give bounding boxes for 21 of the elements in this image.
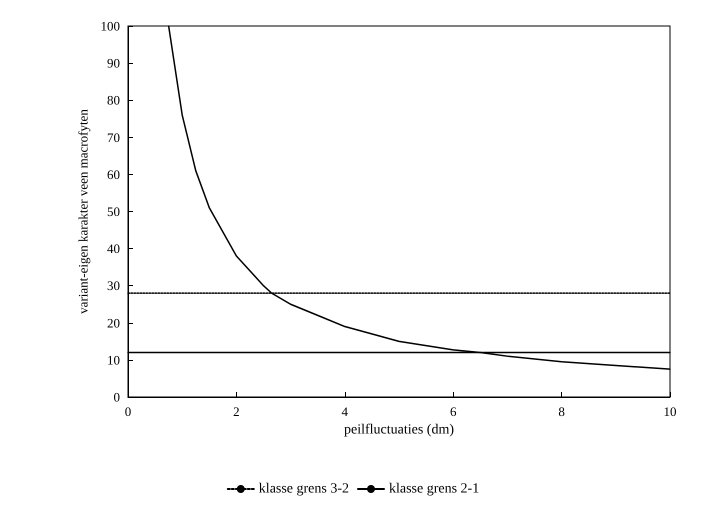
- y-tick-label: 90: [107, 56, 120, 71]
- y-tick-label: 0: [114, 390, 120, 404]
- y-tick-label: 60: [107, 166, 120, 182]
- y-tick-label: 100: [100, 18, 120, 34]
- x-tick-label: 10: [664, 404, 676, 419]
- y-tick-label: 20: [107, 315, 120, 330]
- y-tick-label: 70: [107, 130, 120, 145]
- legend-label: klasse grens 2-1: [389, 482, 480, 496]
- x-tick-label: 4: [342, 404, 349, 419]
- y-axis-title: variant-eigen karakter veen macrofyten: [76, 108, 91, 314]
- x-tick-label: 6: [450, 404, 457, 419]
- y-tick-label: 80: [107, 92, 120, 108]
- y-tick-label: 30: [107, 278, 120, 294]
- x-axis-title: peilfluctuaties (dm): [344, 422, 454, 438]
- y-tick-label: 50: [107, 204, 120, 219]
- legend-label: klasse grens 3-2: [258, 482, 350, 496]
- y-tick-label: 40: [107, 241, 120, 256]
- x-tick-label: 2: [233, 404, 240, 419]
- x-tick-label: 0: [124, 404, 132, 419]
- x-tick-label: 8: [558, 404, 565, 419]
- y-tick-label: 10: [107, 352, 120, 368]
